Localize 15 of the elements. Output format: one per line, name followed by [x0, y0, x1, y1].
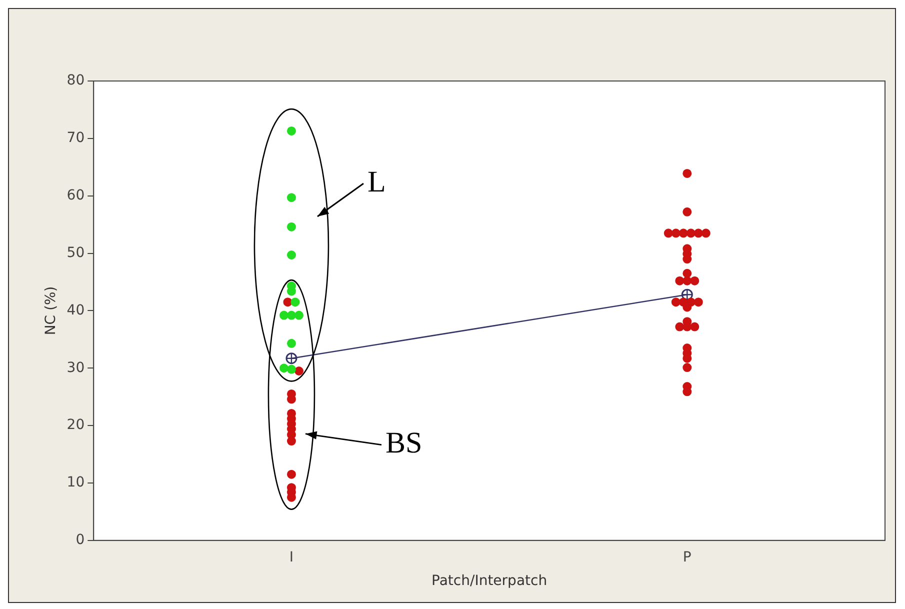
- y-tick-label: 60: [66, 187, 85, 204]
- annotation: L: [367, 165, 386, 198]
- y-tick-label: 0: [76, 532, 85, 548]
- y-tick-label: 30: [66, 360, 85, 376]
- annotation: BS: [385, 426, 422, 460]
- y-tick-label: 20: [66, 417, 85, 434]
- y-tick-label: 50: [66, 244, 85, 261]
- y-axis-title: NC (%): [43, 286, 60, 336]
- y-tick-label: 80: [66, 72, 85, 89]
- y-tick-label: 10: [66, 474, 85, 491]
- x-tick-label: I: [289, 549, 294, 566]
- x-axis-title: Patch/Interpatch: [432, 573, 548, 590]
- x-tick-label: P: [682, 549, 692, 566]
- y-tick-label: 70: [66, 130, 85, 146]
- y-tick-label: 40: [66, 302, 85, 318]
